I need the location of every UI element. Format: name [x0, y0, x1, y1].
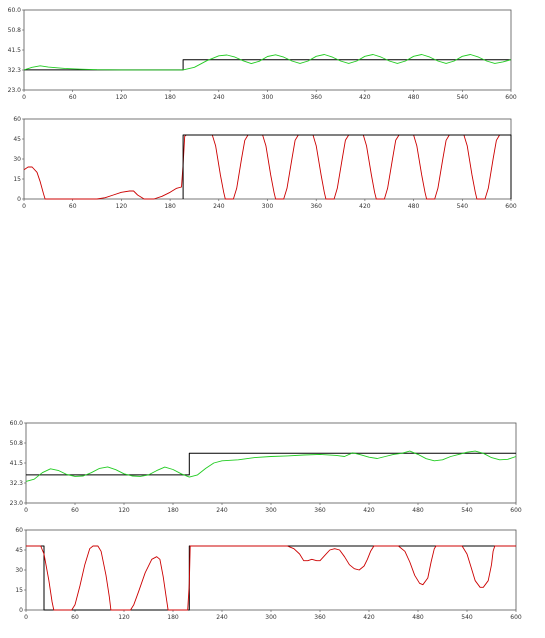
- x-tick-label: 0: [24, 507, 28, 514]
- y-tick-label: 60: [13, 116, 21, 123]
- x-tick-label: 240: [216, 507, 228, 514]
- x-tick-label: 540: [461, 614, 473, 621]
- x-tick-label: 480: [412, 614, 424, 621]
- response-series-line: [23, 134, 511, 200]
- y-tick-label: 32.3: [10, 480, 24, 487]
- x-tick-label: 360: [314, 507, 326, 514]
- x-tick-label: 0: [22, 94, 26, 101]
- x-tick-label: 120: [118, 507, 130, 514]
- y-tick-label: 15: [13, 176, 21, 183]
- x-tick-label: 360: [310, 94, 322, 101]
- y-tick-label: 30: [13, 156, 21, 163]
- response-series-line: [26, 545, 516, 611]
- x-tick-label: 120: [118, 614, 130, 621]
- x-tick-label: 120: [116, 203, 128, 210]
- y-tick-label: 23.0: [8, 87, 22, 94]
- y-tick-label: 15: [15, 587, 23, 594]
- x-tick-label: 420: [363, 614, 375, 621]
- x-tick-label: 600: [510, 507, 522, 514]
- x-tick-label: 360: [314, 614, 326, 621]
- x-tick-label: 300: [265, 614, 277, 621]
- x-tick-label: 480: [408, 94, 420, 101]
- x-tick-label: 180: [164, 203, 176, 210]
- x-tick-label: 300: [265, 507, 277, 514]
- y-tick-label: 30: [15, 567, 23, 574]
- x-tick-label: 60: [69, 203, 77, 210]
- y-tick-label: 60.0: [10, 420, 24, 427]
- y-tick-label: 41.5: [10, 460, 24, 467]
- x-tick-label: 120: [116, 94, 128, 101]
- y-tick-label: 50.8: [8, 27, 22, 34]
- response-series-line: [25, 450, 517, 482]
- y-tick-label: 45: [13, 136, 21, 143]
- x-tick-label: 180: [164, 94, 176, 101]
- y-tick-label: 32.3: [8, 67, 22, 74]
- x-tick-label: 180: [167, 614, 179, 621]
- x-tick-label: 600: [505, 94, 517, 101]
- charts-group: 0 60 120 180 240 300 360 420 480 540 60023.032.341…: [8, 7, 522, 621]
- x-tick-label: 240: [213, 203, 225, 210]
- setpoint-series-line: [182, 134, 512, 199]
- x-tick-label: 0: [22, 203, 26, 210]
- x-tick-label: 480: [412, 507, 424, 514]
- x-tick-label: 60: [71, 507, 79, 514]
- x-tick-label: 0: [24, 614, 28, 621]
- x-tick-label: 600: [505, 203, 517, 210]
- y-tick-label: 0: [17, 196, 21, 203]
- plot-1: 0 60 120 180 240 300 360 420 480 540 600 23.0 32.3 41…: [8, 7, 517, 101]
- x-tick-label: 60: [71, 614, 79, 621]
- response-series-line: [23, 54, 512, 71]
- x-tick-label: 180: [167, 507, 179, 514]
- x-tick-label: 540: [457, 203, 469, 210]
- plot-4: 0 60 120 180 240 300 360 420 480 540 600 0 15 30 45 60: [15, 527, 522, 621]
- x-tick-label: 240: [213, 94, 225, 101]
- plot-2: 0 60 120 180 240 300 360 420 480 540 600 0 15 30 45 60: [13, 116, 517, 210]
- y-tick-label: 60.0: [8, 7, 22, 14]
- x-tick-label: 240: [216, 614, 228, 621]
- x-tick-label: 360: [310, 203, 322, 210]
- x-tick-label: 540: [457, 94, 469, 101]
- y-tick-label: 60: [15, 527, 23, 534]
- y-tick-label: 0: [19, 607, 23, 614]
- plot-3: 0 60 120 180 240 300 360 420 480 540 600 23.0 32.3 41…: [10, 420, 522, 514]
- y-tick-label: 41.5: [8, 47, 22, 54]
- x-tick-label: 540: [461, 507, 473, 514]
- y-tick-label: 45: [15, 547, 23, 554]
- x-tick-label: 60: [69, 94, 77, 101]
- x-tick-label: 420: [359, 94, 371, 101]
- x-tick-label: 420: [363, 507, 375, 514]
- x-tick-label: 300: [262, 94, 274, 101]
- x-tick-label: 600: [510, 614, 522, 621]
- x-tick-label: 420: [359, 203, 371, 210]
- x-tick-label: 300: [262, 203, 274, 210]
- y-tick-label: 50.8: [10, 440, 24, 447]
- y-tick-label: 23.0: [10, 500, 24, 507]
- x-tick-label: 480: [408, 203, 420, 210]
